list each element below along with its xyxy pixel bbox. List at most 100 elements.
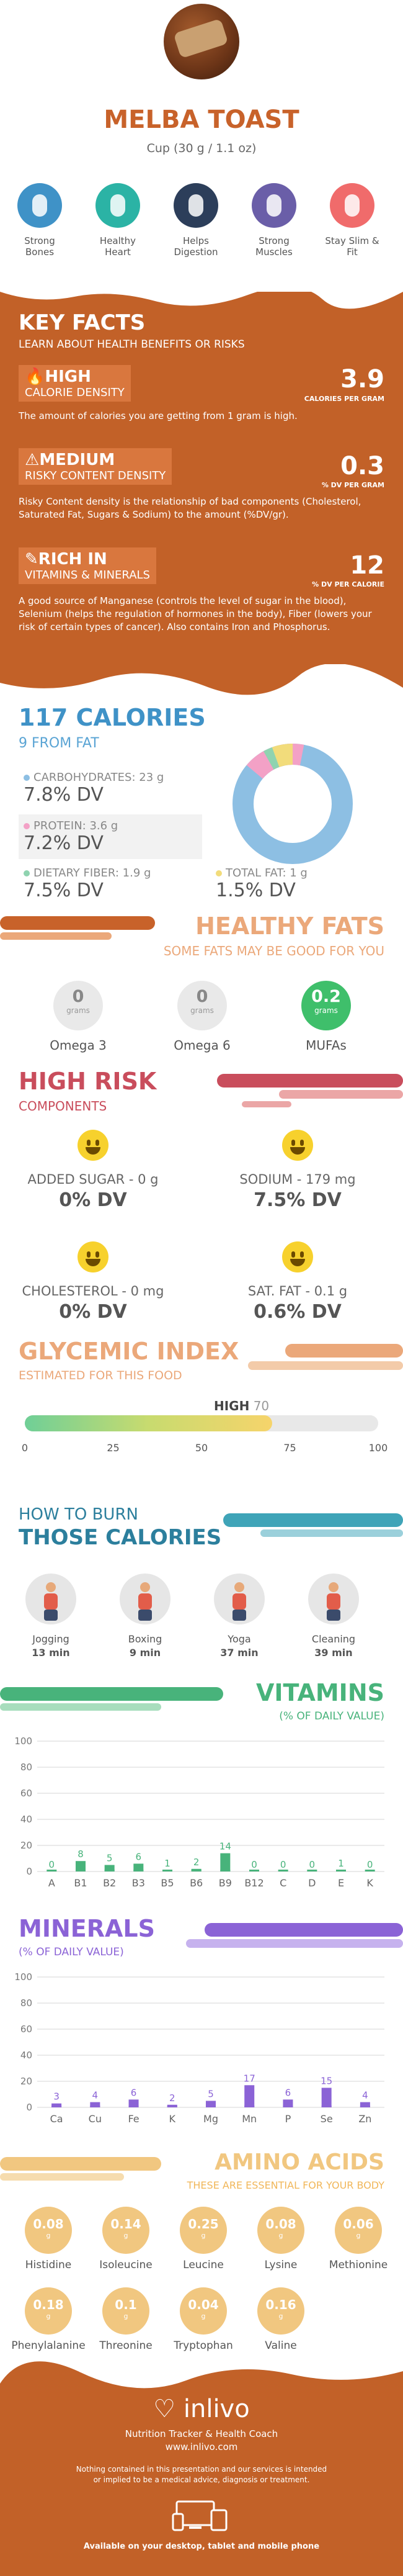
amino-unit: g	[278, 2231, 283, 2240]
amino-name: Lysine	[264, 2259, 298, 2271]
bar-value-label: 5	[208, 2089, 214, 2100]
activity-name: Boxing	[128, 1633, 162, 1645]
high-risk-title: HIGH RISK	[19, 1068, 157, 1095]
amino-title: AMINO ACIDS	[215, 2150, 384, 2175]
glycemic-track	[25, 1415, 378, 1431]
amino-title-decoration	[0, 2157, 161, 2181]
protein-dot	[24, 823, 30, 829]
glycemic-tick: 75	[283, 1442, 296, 1454]
bar-base	[307, 1870, 317, 1871]
minerals-subtitle: (% OF DAILY VALUE)	[19, 1946, 124, 1958]
amino-circle: 0.25 g	[180, 2207, 227, 2254]
amino-subtitle: THESE ARE ESSENTIAL FOR YOUR BODY	[187, 2179, 384, 2191]
risky-density-desc: Risky Content density is the relationshi…	[19, 496, 361, 520]
activity-item: Yoga 37 min	[208, 1574, 270, 1659]
fat-unit: grams	[314, 1006, 338, 1015]
fiber-dot	[24, 870, 30, 876]
rich-in-box: ✎RICH IN VITAMINS & MINERALS	[19, 547, 156, 584]
glycemic-tick: 25	[107, 1442, 120, 1454]
activity-time: 13 min	[32, 1647, 70, 1659]
bar-base	[249, 1870, 259, 1871]
y-tick-label: 0	[26, 2102, 32, 2113]
activity-name: Cleaning	[311, 1633, 356, 1645]
fat-name: Omega 3	[50, 1038, 107, 1053]
vitamins-subtitle: (% OF DAILY VALUE)	[279, 1710, 384, 1723]
x-tick-label: P	[285, 2113, 291, 2125]
bar-base	[220, 1870, 231, 1871]
rich-in-value: 12	[350, 551, 384, 580]
vitamins-title-decoration	[0, 1687, 223, 1711]
minerals-chart: 0 20 40 60 80 100 3 Ca 4 Cu 6 Fe 2 K 5 Mg 17 Mn 6 P 15 Se 4 Zn	[14, 1971, 384, 2125]
risk-dv: 0.6% DV	[254, 1301, 342, 1323]
glycemic-tick: 50	[195, 1442, 208, 1454]
footer-url[interactable]: www.inlivo.com	[165, 2441, 238, 2452]
bar	[104, 1865, 115, 1871]
x-tick-label: B5	[161, 1877, 174, 1889]
activity-item: Boxing 9 min	[114, 1574, 176, 1659]
activity-time: 39 min	[314, 1647, 353, 1659]
benefit-label: Stay Slim & Fit	[325, 235, 379, 258]
risk-label: CHOLESTEROL - 0 mg	[22, 1284, 164, 1299]
calories-title: 117 CALORIES	[19, 704, 206, 731]
amino-circle: 0.18 g	[25, 2287, 72, 2335]
amino-value: 0.16	[265, 2297, 296, 2312]
y-tick-label: 80	[20, 1762, 32, 1773]
glycemic-level: HIGH	[214, 1398, 250, 1413]
amino-circle: 0.08 g	[257, 2207, 304, 2254]
bar-base	[51, 2105, 62, 2107]
bar-value-label: 1	[338, 1858, 344, 1869]
protein-box: PROTEIN: 3.6 g 7.2% DV	[19, 814, 202, 859]
amino-circle: 0.14 g	[102, 2207, 149, 2254]
bar-base	[191, 1870, 202, 1871]
amino-name: Isoleucine	[99, 2259, 153, 2271]
bar-base	[244, 2105, 255, 2107]
fat-label: TOTAL FAT: 1 g	[226, 867, 308, 880]
bar-value-label: 2	[169, 2092, 175, 2104]
bar-base	[321, 2105, 332, 2107]
fire-icon: 🔥	[25, 367, 45, 386]
healthy-fats-section: HEALTHY FATS SOME FATS MAY BE GOOD FOR Y…	[0, 906, 403, 1061]
bar-base	[128, 2105, 139, 2107]
y-tick-label: 80	[20, 1997, 32, 2009]
carbs-dv: 7.8% DV	[24, 784, 104, 806]
bar	[283, 2099, 293, 2107]
amino-value: 0.18	[33, 2297, 64, 2312]
activity-name: Jogging	[32, 1633, 69, 1645]
y-tick-label: 60	[20, 1788, 32, 1799]
risk-label: SODIUM - 179 mg	[239, 1172, 356, 1187]
amino-unit: g	[201, 2312, 206, 2320]
amino-name: Leucine	[183, 2259, 224, 2271]
x-tick-label: Zn	[358, 2113, 371, 2125]
vitamins-title: VITAMINS	[255, 1679, 384, 1706]
calorie-density-desc: The amount of calories you are getting f…	[19, 410, 298, 421]
risk-dv: 0% DV	[59, 1301, 127, 1323]
header-section: MELBA TOAST Cup (30 g / 1.1 oz) Strong B…	[0, 0, 403, 292]
risky-density-box: ⚠MEDIUM RISKY CONTENT DENSITY	[19, 448, 172, 485]
fat-circle: 0.2 grams	[301, 981, 351, 1030]
rich-in-label: VITAMINS & MINERALS	[25, 569, 150, 582]
amino-circle: 0.04 g	[180, 2287, 227, 2335]
benefit-item: Stay Slim & Fit	[321, 183, 383, 258]
y-tick-label: 40	[20, 2050, 32, 2061]
calorie-density-box: 🔥HIGH CALORIE DENSITY	[19, 365, 131, 402]
glycemic-tick: 100	[368, 1442, 388, 1454]
calorie-density-unit: CALORIES PER GRAM	[304, 395, 384, 403]
footer-disclaimer: Nothing contained in this presentation a…	[76, 2465, 327, 2484]
fat-name: MUFAs	[306, 1038, 347, 1053]
vitamins-chart: 0 20 40 60 80 100 0 A 8 B1 5 B2 6 B3 1 B5 2 B6 14 B9 0 B12 0 C 0…	[14, 1736, 384, 1889]
x-tick-label: B9	[219, 1877, 232, 1889]
amino-name: Tryptophan	[174, 2340, 233, 2352]
x-tick-label: Ca	[50, 2113, 63, 2125]
x-tick-label: Mg	[203, 2113, 218, 2125]
smiley-icon	[78, 1130, 108, 1161]
bar-base	[104, 1870, 115, 1871]
bar-value-label: 5	[107, 1853, 113, 1864]
smiley-icon	[282, 1241, 313, 1272]
bar-value-label: 4	[362, 2090, 368, 2101]
glycemic-section: GLYCEMIC INDEX ESTIMATED FOR THIS FOOD H…	[0, 1331, 403, 1499]
activity-time: 37 min	[220, 1647, 259, 1659]
calorie-level: HIGH	[45, 367, 91, 386]
risky-density-value: 0.3	[340, 452, 384, 480]
fat-unit: grams	[66, 1006, 90, 1015]
bar-value-label: 0	[49, 1859, 55, 1870]
